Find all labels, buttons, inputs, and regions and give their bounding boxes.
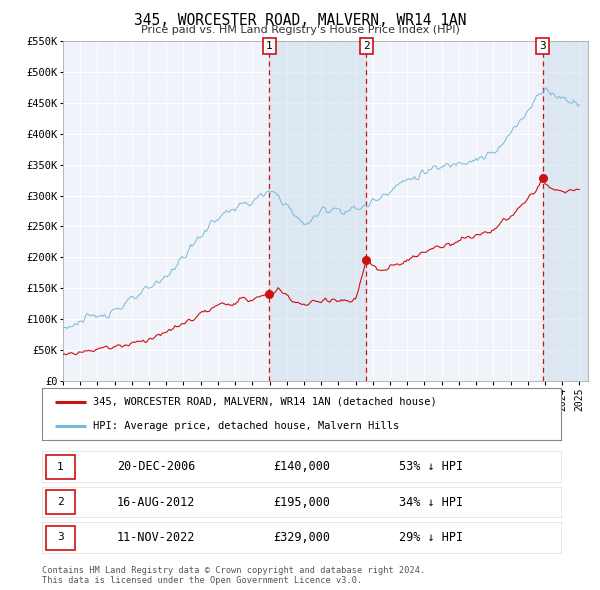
FancyBboxPatch shape	[46, 455, 74, 479]
Text: £140,000: £140,000	[273, 460, 330, 473]
Text: 34% ↓ HPI: 34% ↓ HPI	[399, 496, 463, 509]
Text: £329,000: £329,000	[273, 531, 330, 544]
Text: 11-NOV-2022: 11-NOV-2022	[117, 531, 196, 544]
Text: 53% ↓ HPI: 53% ↓ HPI	[399, 460, 463, 473]
Text: 20-DEC-2006: 20-DEC-2006	[117, 460, 196, 473]
Text: 3: 3	[57, 533, 64, 542]
Bar	[269, 41, 367, 381]
FancyBboxPatch shape	[46, 526, 74, 550]
Text: Price paid vs. HM Land Registry's House Price Index (HPI): Price paid vs. HM Land Registry's House …	[140, 25, 460, 35]
Text: 2: 2	[363, 41, 370, 51]
Text: 3: 3	[539, 41, 546, 51]
Text: 345, WORCESTER ROAD, MALVERN, WR14 1AN (detached house): 345, WORCESTER ROAD, MALVERN, WR14 1AN (…	[93, 396, 437, 407]
Text: 1: 1	[266, 41, 272, 51]
FancyBboxPatch shape	[46, 490, 74, 514]
Bar	[543, 41, 588, 381]
Text: Contains HM Land Registry data © Crown copyright and database right 2024.
This d: Contains HM Land Registry data © Crown c…	[42, 566, 425, 585]
Text: 29% ↓ HPI: 29% ↓ HPI	[399, 531, 463, 544]
Text: 2: 2	[57, 497, 64, 507]
Text: 16-AUG-2012: 16-AUG-2012	[117, 496, 196, 509]
Text: 345, WORCESTER ROAD, MALVERN, WR14 1AN: 345, WORCESTER ROAD, MALVERN, WR14 1AN	[134, 13, 466, 28]
Text: 1: 1	[57, 462, 64, 471]
Text: £195,000: £195,000	[273, 496, 330, 509]
Text: HPI: Average price, detached house, Malvern Hills: HPI: Average price, detached house, Malv…	[93, 421, 399, 431]
